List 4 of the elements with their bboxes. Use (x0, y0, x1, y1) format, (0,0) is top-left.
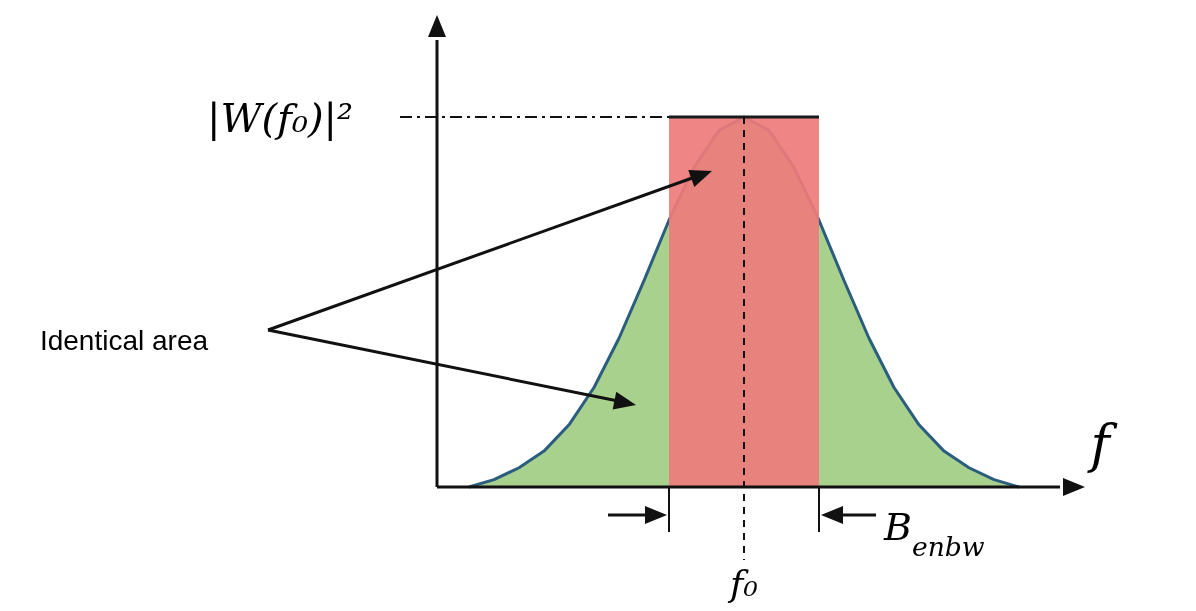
ref-line-label: |W(f₀)|² (206, 95, 354, 141)
text: Identical area (39, 325, 209, 356)
text: B$_{enbw}$ (883, 505, 985, 562)
x-axis-title: f (1086, 414, 1118, 474)
